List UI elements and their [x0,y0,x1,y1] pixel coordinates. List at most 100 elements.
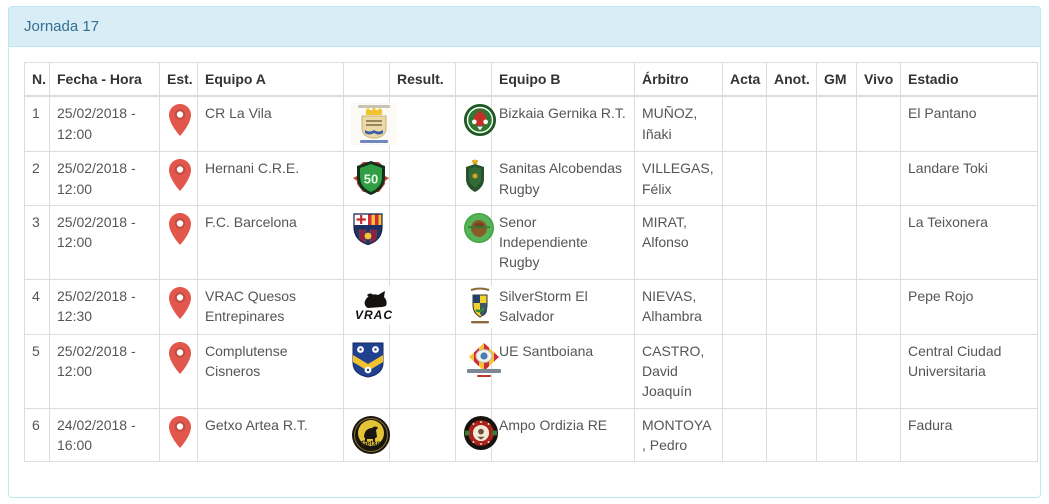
cell-equipo-b: Bizkaia Gernika R.T. [491,95,635,153]
cell-anot [766,278,817,335]
col-header-equipo_b: Equipo B [491,62,635,98]
table-header-row: N. Fecha - Hora Est. Equipo A Result. Equipo … [24,62,1038,98]
map-pin-icon[interactable] [167,103,193,137]
panel-title: Jornada 17 [24,18,100,35]
cell-fecha: 25/02/2018 - 12:00 [49,95,160,153]
cell-result [389,278,456,335]
cell-logo_b [455,204,495,280]
cell-est [159,407,198,463]
cell-equipo-a: VRAC Quesos Entrepinares [197,278,344,335]
cell-estadio: Fadura [900,407,1038,463]
cell-n: 6 [24,407,50,463]
cell-fecha: 25/02/2018 - 12:00 [49,333,160,409]
fixture-row-2: 2 25/02/2018 - 12:00 Hernani C.R.E. 50 Sanit… [24,151,1038,206]
col-header-arbitro: Árbitro [634,62,723,98]
cell-arbitro: NIEVAS, Alhambra [634,278,723,335]
cell-anot [766,407,817,463]
cell-fecha: 25/02/2018 - 12:00 [49,204,160,280]
cell-gm [816,333,857,409]
fixtures-table: N. Fecha - Hora Est. Equipo A Result. Equipo … [24,62,1038,463]
fixture-row-4: 4 25/02/2018 - 12:30 VRAC Quesos Entrepina… [24,278,1038,335]
map-pin-icon[interactable] [167,415,193,449]
cell-equipo-b: UE Santboiana [491,333,635,409]
cell-est [159,95,198,153]
cell-est [159,151,198,206]
cell-vivo [856,204,901,280]
col-header-equipo_a: Equipo A [197,62,344,98]
fixture-row-1: 1 25/02/2018 - 12:00 CR La Vila Bizkaia Ger… [24,95,1038,153]
fixture-row-3: 3 25/02/2018 - 12:00 F.C. Barcelona Senor I… [24,204,1038,280]
cell-estadio: La Teixonera [900,204,1038,280]
panel-heading: Jornada 17 [9,7,1040,47]
map-pin-icon[interactable] [167,158,193,192]
cell-logo_a: VRAC [343,278,397,335]
fixture-row-5: 5 25/02/2018 - 12:00 Complutense Cisneros U… [24,333,1038,409]
cell-gm [816,151,857,206]
svg-text:50: 50 [364,172,378,187]
cell-acta [722,95,767,153]
cell-vivo [856,333,901,409]
cell-result [389,333,456,409]
col-header-logo_b [455,62,492,98]
cell-equipo-a: F.C. Barcelona [197,204,344,280]
cell-equipo-a: Complutense Cisneros [197,333,344,409]
cell-result [389,204,456,280]
cell-est [159,278,198,335]
cell-fecha: 24/02/2018 - 16:00 [49,407,160,463]
cell-estadio: El Pantano [900,95,1038,153]
cell-logo_a: 50 [343,151,391,206]
jornada-panel: Jornada 17 N. Fecha - Hora Est. Equipo A Res… [8,6,1041,499]
map-pin-icon[interactable] [167,286,193,320]
cell-vivo [856,278,901,335]
cell-anot [766,333,817,409]
cell-n: 2 [24,151,50,206]
col-header-anot: Anot. [766,62,817,98]
cell-n: 4 [24,278,50,335]
cell-arbitro: VILLEGAS, Félix [634,151,723,206]
cell-equipo-a: Getxo Artea R.T. [197,407,344,463]
cell-equipo-b: Ampo Ordizia RE [491,407,635,463]
cell-arbitro: MUÑOZ, Iñaki [634,95,723,153]
cell-logo_b [455,407,499,463]
cell-logo_b [455,333,501,409]
cell-logo_a [343,95,397,153]
fixture-row-6: 6 24/02/2018 - 16:00 Getxo Artea R.T. Getxo… [24,407,1038,463]
ue-santboiana-logo [463,342,505,377]
cr-la-vila-logo [351,103,397,146]
hernani-cre-logo: 50 [351,161,391,196]
vrac-quesos-entrepinares-logo: VRAC [351,285,397,324]
svg-text:Getxo: Getxo [361,440,381,447]
complutense-cisneros-logo [351,342,385,378]
cell-vivo [856,407,901,463]
col-header-acta: Acta [722,62,767,98]
cell-n: 3 [24,204,50,280]
bizkaia-gernika-logo [463,104,497,137]
cell-acta [722,278,767,335]
cell-result [389,95,456,153]
cell-fecha: 25/02/2018 - 12:00 [49,151,160,206]
cell-anot [766,151,817,206]
cell-gm [816,204,857,280]
cell-equipo-b: Senor Independiente Rugby [491,204,635,280]
panel-body: N. Fecha - Hora Est. Equipo A Result. Equipo … [9,47,1040,497]
getxo-artea-logo: Getxo [351,415,391,454]
col-header-est: Est. [159,62,198,98]
cell-gm [816,95,857,153]
senor-independiente-logo [463,212,495,243]
cell-anot [766,204,817,280]
cell-n: 5 [24,333,50,409]
cell-est [159,333,198,409]
cell-gm [816,278,857,335]
cell-arbitro: CASTRO, David Joaquín [634,333,723,409]
cell-logo_b [455,95,497,153]
sanitas-alcobendas-logo [463,158,487,195]
ampo-ordizia-logo [463,415,499,450]
map-pin-icon[interactable] [167,341,193,375]
cell-arbitro: MONTOYA, Pedro [634,407,723,463]
cell-logo_a [343,333,390,409]
cell-logo_b [455,278,497,335]
cell-estadio: Landare Toki [900,151,1038,206]
col-header-logo_a [343,62,390,98]
col-header-gm: GM [816,62,857,98]
map-pin-icon[interactable] [167,212,193,246]
